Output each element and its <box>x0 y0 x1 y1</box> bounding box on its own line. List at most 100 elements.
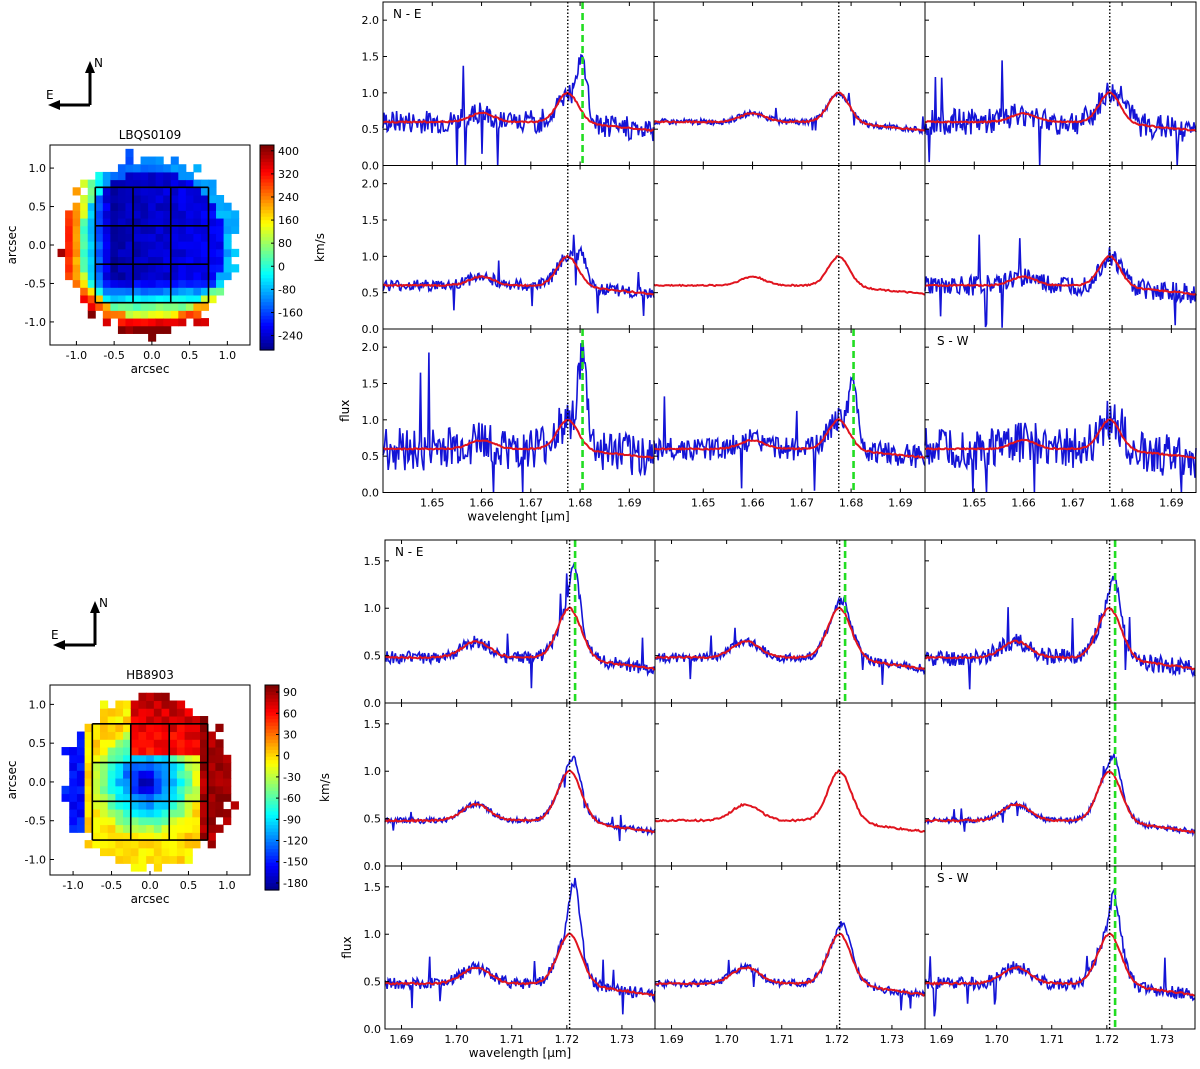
map2-pixel <box>200 739 209 748</box>
map1-pixel <box>231 210 240 219</box>
map1-pixel <box>117 195 126 204</box>
grid1-panel-frame <box>653 1 926 166</box>
map2-pixel <box>169 700 178 709</box>
map2-pixel <box>207 824 216 833</box>
map2-pixel <box>61 785 70 795</box>
map2-pixel <box>161 785 170 795</box>
map1-colorbar-segment <box>260 227 274 232</box>
map1-pixel <box>185 271 194 281</box>
map1-pixel <box>87 187 96 196</box>
grid1-xtick-label: 1.66 <box>1011 497 1036 510</box>
map1-colorbar-segment <box>260 271 274 276</box>
map2-pixel <box>130 863 139 872</box>
map1-pixel <box>148 264 157 273</box>
map1-pixel <box>170 210 179 219</box>
map2-pixel <box>92 816 101 826</box>
map2-pixel <box>115 754 124 764</box>
map2-pixel <box>169 785 178 795</box>
map1-pixel <box>140 202 149 211</box>
map2-colorbar-segment <box>265 862 279 867</box>
map1-colorbar-tick-label: 240 <box>278 191 299 204</box>
map1-pixel <box>80 264 89 273</box>
map2-colorbar-segment <box>265 777 279 782</box>
map2-pixel <box>69 754 78 764</box>
map1-pixel <box>102 302 111 311</box>
map1-pixel <box>125 279 134 288</box>
map2-xtick-label: -0.5 <box>101 879 122 892</box>
map1-colorbar-tick-label: 400 <box>278 145 299 158</box>
map2-pixel <box>161 847 170 857</box>
map1-pixel <box>87 248 96 258</box>
map2-pixel <box>192 778 201 787</box>
east-arrowhead-icon <box>48 100 60 110</box>
map2-pixel <box>84 754 93 764</box>
map2-pixel <box>115 716 124 725</box>
map1-pixel <box>155 264 164 273</box>
map2-colorbar-segment <box>265 722 279 727</box>
map2-colorbar-segment <box>265 828 279 833</box>
map1-pixel <box>170 179 179 188</box>
map2-colorbar-segment <box>265 849 279 854</box>
map2-pixel <box>153 832 163 841</box>
map1-pixel <box>80 287 89 296</box>
map1-pixel <box>178 318 187 327</box>
map2-pixel <box>69 762 78 771</box>
map2-pixel <box>123 793 132 802</box>
map1-pixel <box>65 233 74 242</box>
map1-pixel <box>140 195 149 204</box>
map2-pixel <box>100 770 109 779</box>
map1-pixel <box>185 233 194 242</box>
map2-pixel <box>123 739 132 748</box>
grid2-label-sw: S - W <box>937 871 969 885</box>
map2-colorbar-segment <box>265 726 279 731</box>
map1-pixel <box>178 179 187 188</box>
map2-pixel <box>76 785 86 795</box>
map1-colorbar-segment <box>260 288 274 293</box>
map1-pixel <box>223 271 232 281</box>
map1-colorbar-segment <box>260 346 274 351</box>
map1-pixel <box>216 241 225 250</box>
map2-pixel <box>92 754 101 764</box>
map1-pixel <box>216 271 225 281</box>
grid1-xtick-label: 1.68 <box>1110 497 1135 510</box>
map2-pixel <box>92 731 101 740</box>
map2-pixel <box>192 832 201 841</box>
map2-pixel <box>107 754 116 764</box>
map1-ytick-label: 0.0 <box>29 239 47 252</box>
map1-pixel <box>155 171 164 181</box>
map2-pixel <box>153 716 163 725</box>
map1-pixel <box>110 287 119 296</box>
map2-pixel <box>115 700 124 709</box>
map1-pixel <box>185 295 194 304</box>
map1-pixel <box>231 225 240 234</box>
map1-xtick-label: 1.0 <box>219 349 237 362</box>
map2-pixel <box>100 747 109 756</box>
map1-pixel <box>148 233 157 242</box>
grid2-ytick-label: 1.5 <box>364 881 382 894</box>
map2-pixel <box>146 723 155 733</box>
grid1-panel-frame <box>653 165 926 330</box>
map2-pixel <box>123 747 132 756</box>
grid1-panel: 0.0 0.5 1.0 1.5 2.0 <box>362 165 655 336</box>
map2-colorbar-segment <box>265 760 279 765</box>
map1-pixel <box>185 256 194 265</box>
map1-pixel <box>148 225 157 234</box>
grid1-ytick-label: 1.5 <box>362 51 380 64</box>
map2-colorbar-segment <box>265 883 279 888</box>
map1-pixel <box>148 156 157 165</box>
map2-pixel <box>176 832 186 841</box>
map2-colorbar-segment <box>265 804 279 809</box>
map2-colorbar-tick-label: -180 <box>283 877 308 890</box>
map2-pixel <box>153 809 163 818</box>
map1-pixel <box>133 179 142 188</box>
map2-pixel <box>84 793 93 802</box>
map1-pixel <box>185 187 194 196</box>
map1-pixel <box>185 287 194 296</box>
map2-pixel <box>192 809 201 818</box>
map2-pixel <box>223 754 232 764</box>
map1-pixel <box>80 202 89 211</box>
map2-pixel <box>200 723 209 733</box>
map2-pixel <box>100 847 109 857</box>
map2-colorbar-label: km/s <box>318 773 332 802</box>
map1-pixel <box>87 295 96 304</box>
